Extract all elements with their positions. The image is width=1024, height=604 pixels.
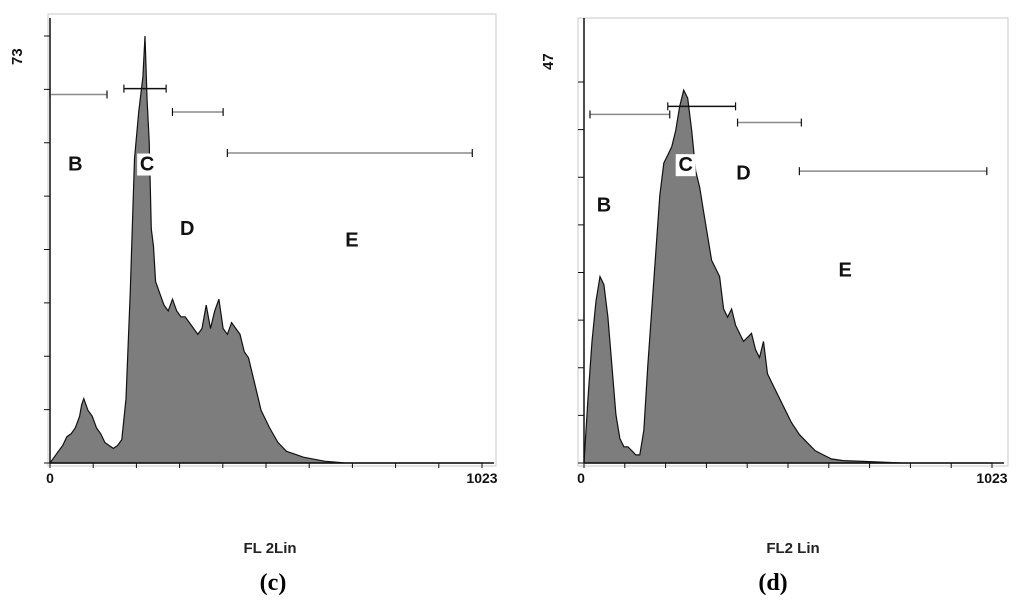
region-marker-e	[798, 167, 988, 176]
region-label-c-background	[137, 153, 158, 176]
x-tick-label-min: 0	[577, 470, 585, 486]
region-marker-c	[123, 84, 167, 93]
plot-frame	[47, 13, 497, 467]
region-marker-e	[226, 148, 473, 157]
region-marker-b	[589, 110, 671, 119]
region-markers: B C D E	[49, 84, 473, 252]
y-max-label: 47	[540, 53, 557, 70]
region-marker-c	[667, 102, 737, 111]
region-marker-d	[736, 118, 802, 127]
region-label-c: C	[140, 154, 154, 176]
region-markers: B C D E	[589, 102, 988, 282]
x-axis-ticks	[583, 463, 993, 468]
x-tick-label-min: 0	[46, 470, 54, 486]
region-label-e: E	[839, 260, 852, 282]
region-label-d: D	[180, 218, 194, 240]
plot-frame	[577, 17, 1009, 467]
panel-label-d: (d)	[758, 570, 787, 596]
region-label-c: C	[678, 154, 692, 176]
panel-label-c: (c)	[260, 570, 287, 596]
x-tick-label-max: 1023	[976, 470, 1007, 486]
histogram-area	[583, 88, 992, 464]
region-label-b: B	[68, 154, 82, 176]
y-axis-ticks	[44, 35, 50, 464]
x-axis-title: FL 2Lin	[243, 540, 296, 557]
region-label-d: D	[736, 162, 750, 184]
region-marker-b	[49, 90, 108, 99]
histogram-panel-d: B C D E 47 0 1023 FL2 Lin (d)	[540, 17, 1009, 596]
x-axis-title: FL2 Lin	[766, 540, 819, 557]
region-label-e: E	[345, 230, 358, 252]
x-axis-ticks	[49, 463, 483, 468]
y-axis-ticks	[578, 81, 584, 464]
histogram-area	[48, 35, 482, 464]
histogram-panel-c: B C D E 73 0 1023 FL 2Lin (c)	[9, 13, 498, 596]
region-label-b: B	[597, 195, 611, 217]
region-label-c-background	[675, 154, 696, 177]
x-tick-label-max: 1023	[466, 470, 497, 486]
y-max-label: 73	[9, 48, 26, 65]
region-marker-d	[171, 108, 224, 117]
